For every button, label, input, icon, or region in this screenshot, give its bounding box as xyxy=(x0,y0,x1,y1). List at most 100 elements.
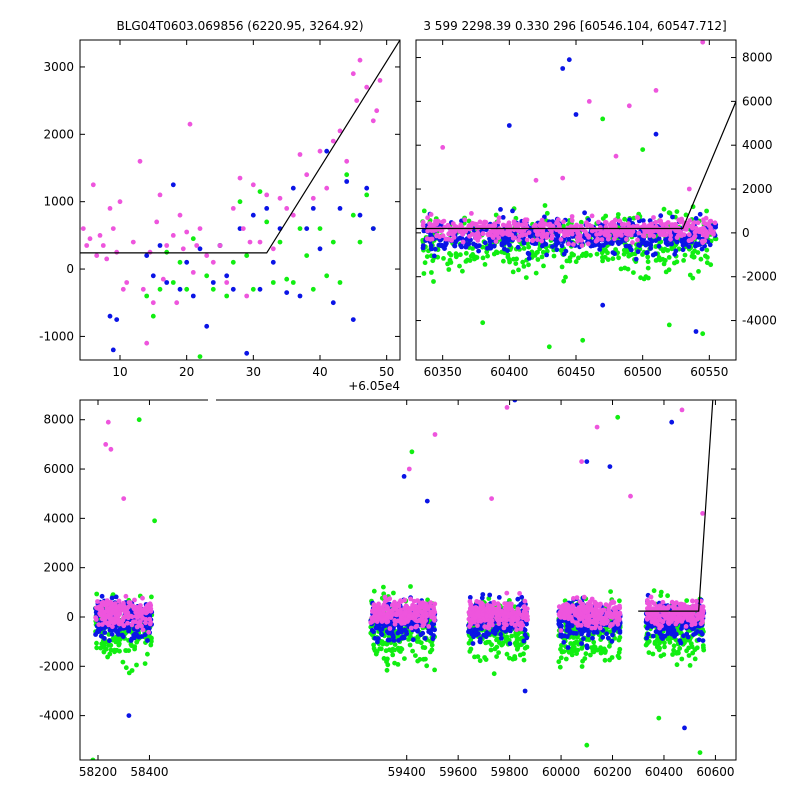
data-point-magenta xyxy=(578,623,584,628)
data-point-magenta xyxy=(467,610,473,615)
data-point-blue xyxy=(390,634,396,640)
data-point-blue xyxy=(476,243,482,249)
data-point-green xyxy=(395,662,401,667)
data-point-magenta xyxy=(330,138,336,144)
data-point-green xyxy=(568,641,574,646)
data-point-green xyxy=(584,742,590,748)
data-point-blue xyxy=(604,631,609,637)
data-point-magenta xyxy=(121,623,127,628)
data-point-blue xyxy=(522,627,528,633)
data-point-magenta xyxy=(126,600,132,605)
data-point-blue xyxy=(144,253,150,258)
data-point-magenta xyxy=(686,238,692,244)
data-point-magenta xyxy=(576,605,582,610)
data-point-green xyxy=(656,255,662,260)
data-point-blue xyxy=(609,241,615,247)
data-point-green xyxy=(108,647,114,653)
data-point-magenta xyxy=(712,220,718,226)
data-point-magenta xyxy=(413,604,419,610)
data-point-green xyxy=(468,637,474,643)
data-point-blue xyxy=(375,639,380,645)
data-point-magenta xyxy=(217,243,223,248)
data-point-magenta xyxy=(113,608,119,614)
data-point-blue xyxy=(491,243,497,249)
data-point-magenta xyxy=(556,223,562,229)
data-point-blue xyxy=(284,290,290,295)
data-point-magenta xyxy=(574,222,579,228)
data-point-magenta xyxy=(661,612,667,618)
data-point-magenta xyxy=(177,212,183,218)
data-point-magenta xyxy=(382,594,388,600)
data-point-blue xyxy=(590,635,595,641)
data-point-magenta xyxy=(146,629,152,635)
data-point-magenta xyxy=(679,407,685,413)
data-point-blue xyxy=(317,246,323,252)
data-point-magenta xyxy=(603,220,609,225)
data-point-magenta xyxy=(487,607,493,612)
data-point-magenta xyxy=(590,609,596,615)
data-point-green xyxy=(371,646,377,651)
data-point-green xyxy=(598,645,603,651)
data-point-blue xyxy=(682,725,687,731)
data-point-blue xyxy=(561,639,567,645)
data-point-magenta xyxy=(658,618,664,623)
data-point-green xyxy=(627,252,633,258)
data-point-blue xyxy=(508,625,514,630)
data-point-magenta xyxy=(658,218,663,224)
data-point-green xyxy=(645,275,651,281)
data-point-magenta xyxy=(568,224,574,230)
data-point-green xyxy=(423,656,428,662)
data-point-green xyxy=(650,651,656,657)
data-point-magenta xyxy=(304,172,310,178)
data-point-magenta xyxy=(357,57,363,63)
data-point-green xyxy=(491,251,497,257)
data-point-green xyxy=(506,257,512,262)
data-point-blue xyxy=(230,286,236,292)
data-point-magenta xyxy=(105,419,111,425)
data-point-blue xyxy=(117,626,123,632)
data-point-magenta xyxy=(628,232,634,238)
data-point-magenta xyxy=(704,232,710,237)
data-point-magenta xyxy=(697,611,702,617)
data-point-magenta xyxy=(440,233,446,239)
data-point-green xyxy=(110,636,116,642)
data-point-blue xyxy=(627,245,633,251)
data-point-magenta xyxy=(504,590,510,596)
data-point-magenta xyxy=(105,601,111,607)
data-point-magenta xyxy=(572,612,578,617)
data-point-blue xyxy=(681,633,686,639)
data-point-magenta xyxy=(157,192,163,198)
data-point-green xyxy=(515,641,521,647)
data-point-green xyxy=(615,212,621,217)
data-point-magenta xyxy=(549,229,554,235)
data-point-green xyxy=(432,667,437,673)
data-point-magenta xyxy=(98,612,103,618)
data-point-green xyxy=(103,646,109,652)
data-point-green xyxy=(645,265,651,271)
data-point-blue xyxy=(177,286,183,292)
data-point-blue xyxy=(500,215,506,220)
data-point-green xyxy=(579,664,585,669)
data-point-blue xyxy=(442,246,447,252)
data-point-magenta xyxy=(96,622,102,627)
data-point-magenta xyxy=(686,232,692,238)
data-point-magenta xyxy=(406,466,412,472)
data-point-magenta xyxy=(577,234,583,240)
data-point-magenta xyxy=(665,220,671,225)
data-point-magenta xyxy=(344,158,350,164)
data-point-magenta xyxy=(451,235,457,240)
data-point-magenta xyxy=(393,606,399,612)
data-point-green xyxy=(533,270,539,276)
data-point-green xyxy=(569,652,575,658)
data-point-magenta xyxy=(646,601,652,607)
data-point-green xyxy=(574,639,580,645)
data-point-blue xyxy=(330,300,336,306)
data-point-blue xyxy=(601,242,606,248)
data-point-magenta xyxy=(700,511,705,516)
data-point-magenta xyxy=(404,617,410,623)
data-point-blue xyxy=(658,213,664,219)
data-point-blue xyxy=(605,635,611,641)
data-point-green xyxy=(671,647,676,653)
data-point-magenta xyxy=(641,222,647,228)
data-point-magenta xyxy=(608,623,613,629)
